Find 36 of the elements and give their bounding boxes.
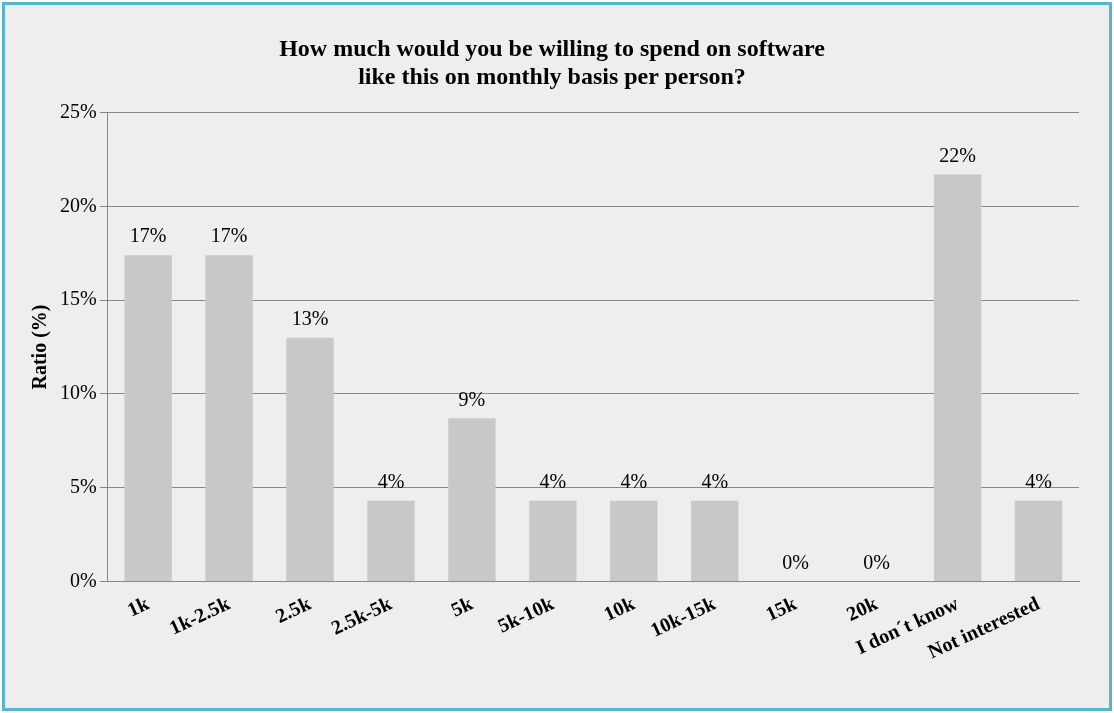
- y-tick-label: 25%: [59, 99, 97, 122]
- x-tick-label: 20k: [843, 591, 882, 625]
- y-tick-label: 5%: [69, 474, 97, 497]
- data-label: 17%: [210, 224, 248, 247]
- bar: [448, 418, 496, 581]
- bar: [529, 500, 577, 581]
- bar: [286, 337, 334, 581]
- bar: [1014, 500, 1063, 581]
- data-label: 0%: [782, 550, 810, 573]
- x-tick-label: 1k: [123, 591, 153, 621]
- bar: [610, 500, 658, 581]
- x-tick-label: 10k: [600, 591, 639, 625]
- x-tick-label: 5k: [447, 591, 477, 621]
- data-label: 0%: [863, 550, 890, 573]
- data-label: 4%: [539, 470, 567, 493]
- y-tick-label: 15%: [59, 287, 97, 310]
- y-tick-label: 0%: [69, 568, 97, 591]
- data-label: 22%: [939, 143, 976, 166]
- data-label: 13%: [291, 306, 329, 329]
- data-label: 4%: [701, 470, 729, 493]
- chart-title: How much would you be willing to spend on software like this on monthly basis per person?: [279, 34, 826, 90]
- data-label: 4%: [377, 470, 405, 493]
- bar: [691, 500, 739, 581]
- y-tick-label: 10%: [59, 381, 97, 404]
- x-tick-label: 2.5k: [271, 591, 315, 627]
- bar: [124, 255, 172, 581]
- y-axis-title: Ratio (%): [28, 304, 52, 390]
- x-tick-label: 15k: [762, 591, 801, 625]
- bar: [367, 500, 415, 581]
- data-label: 9%: [458, 387, 486, 410]
- bar: [205, 255, 253, 581]
- y-tick-label: 20%: [59, 193, 97, 216]
- bar: [933, 174, 982, 581]
- data-label: 4%: [620, 470, 648, 493]
- data-label: 17%: [129, 224, 167, 247]
- data-label: 4%: [1025, 470, 1052, 493]
